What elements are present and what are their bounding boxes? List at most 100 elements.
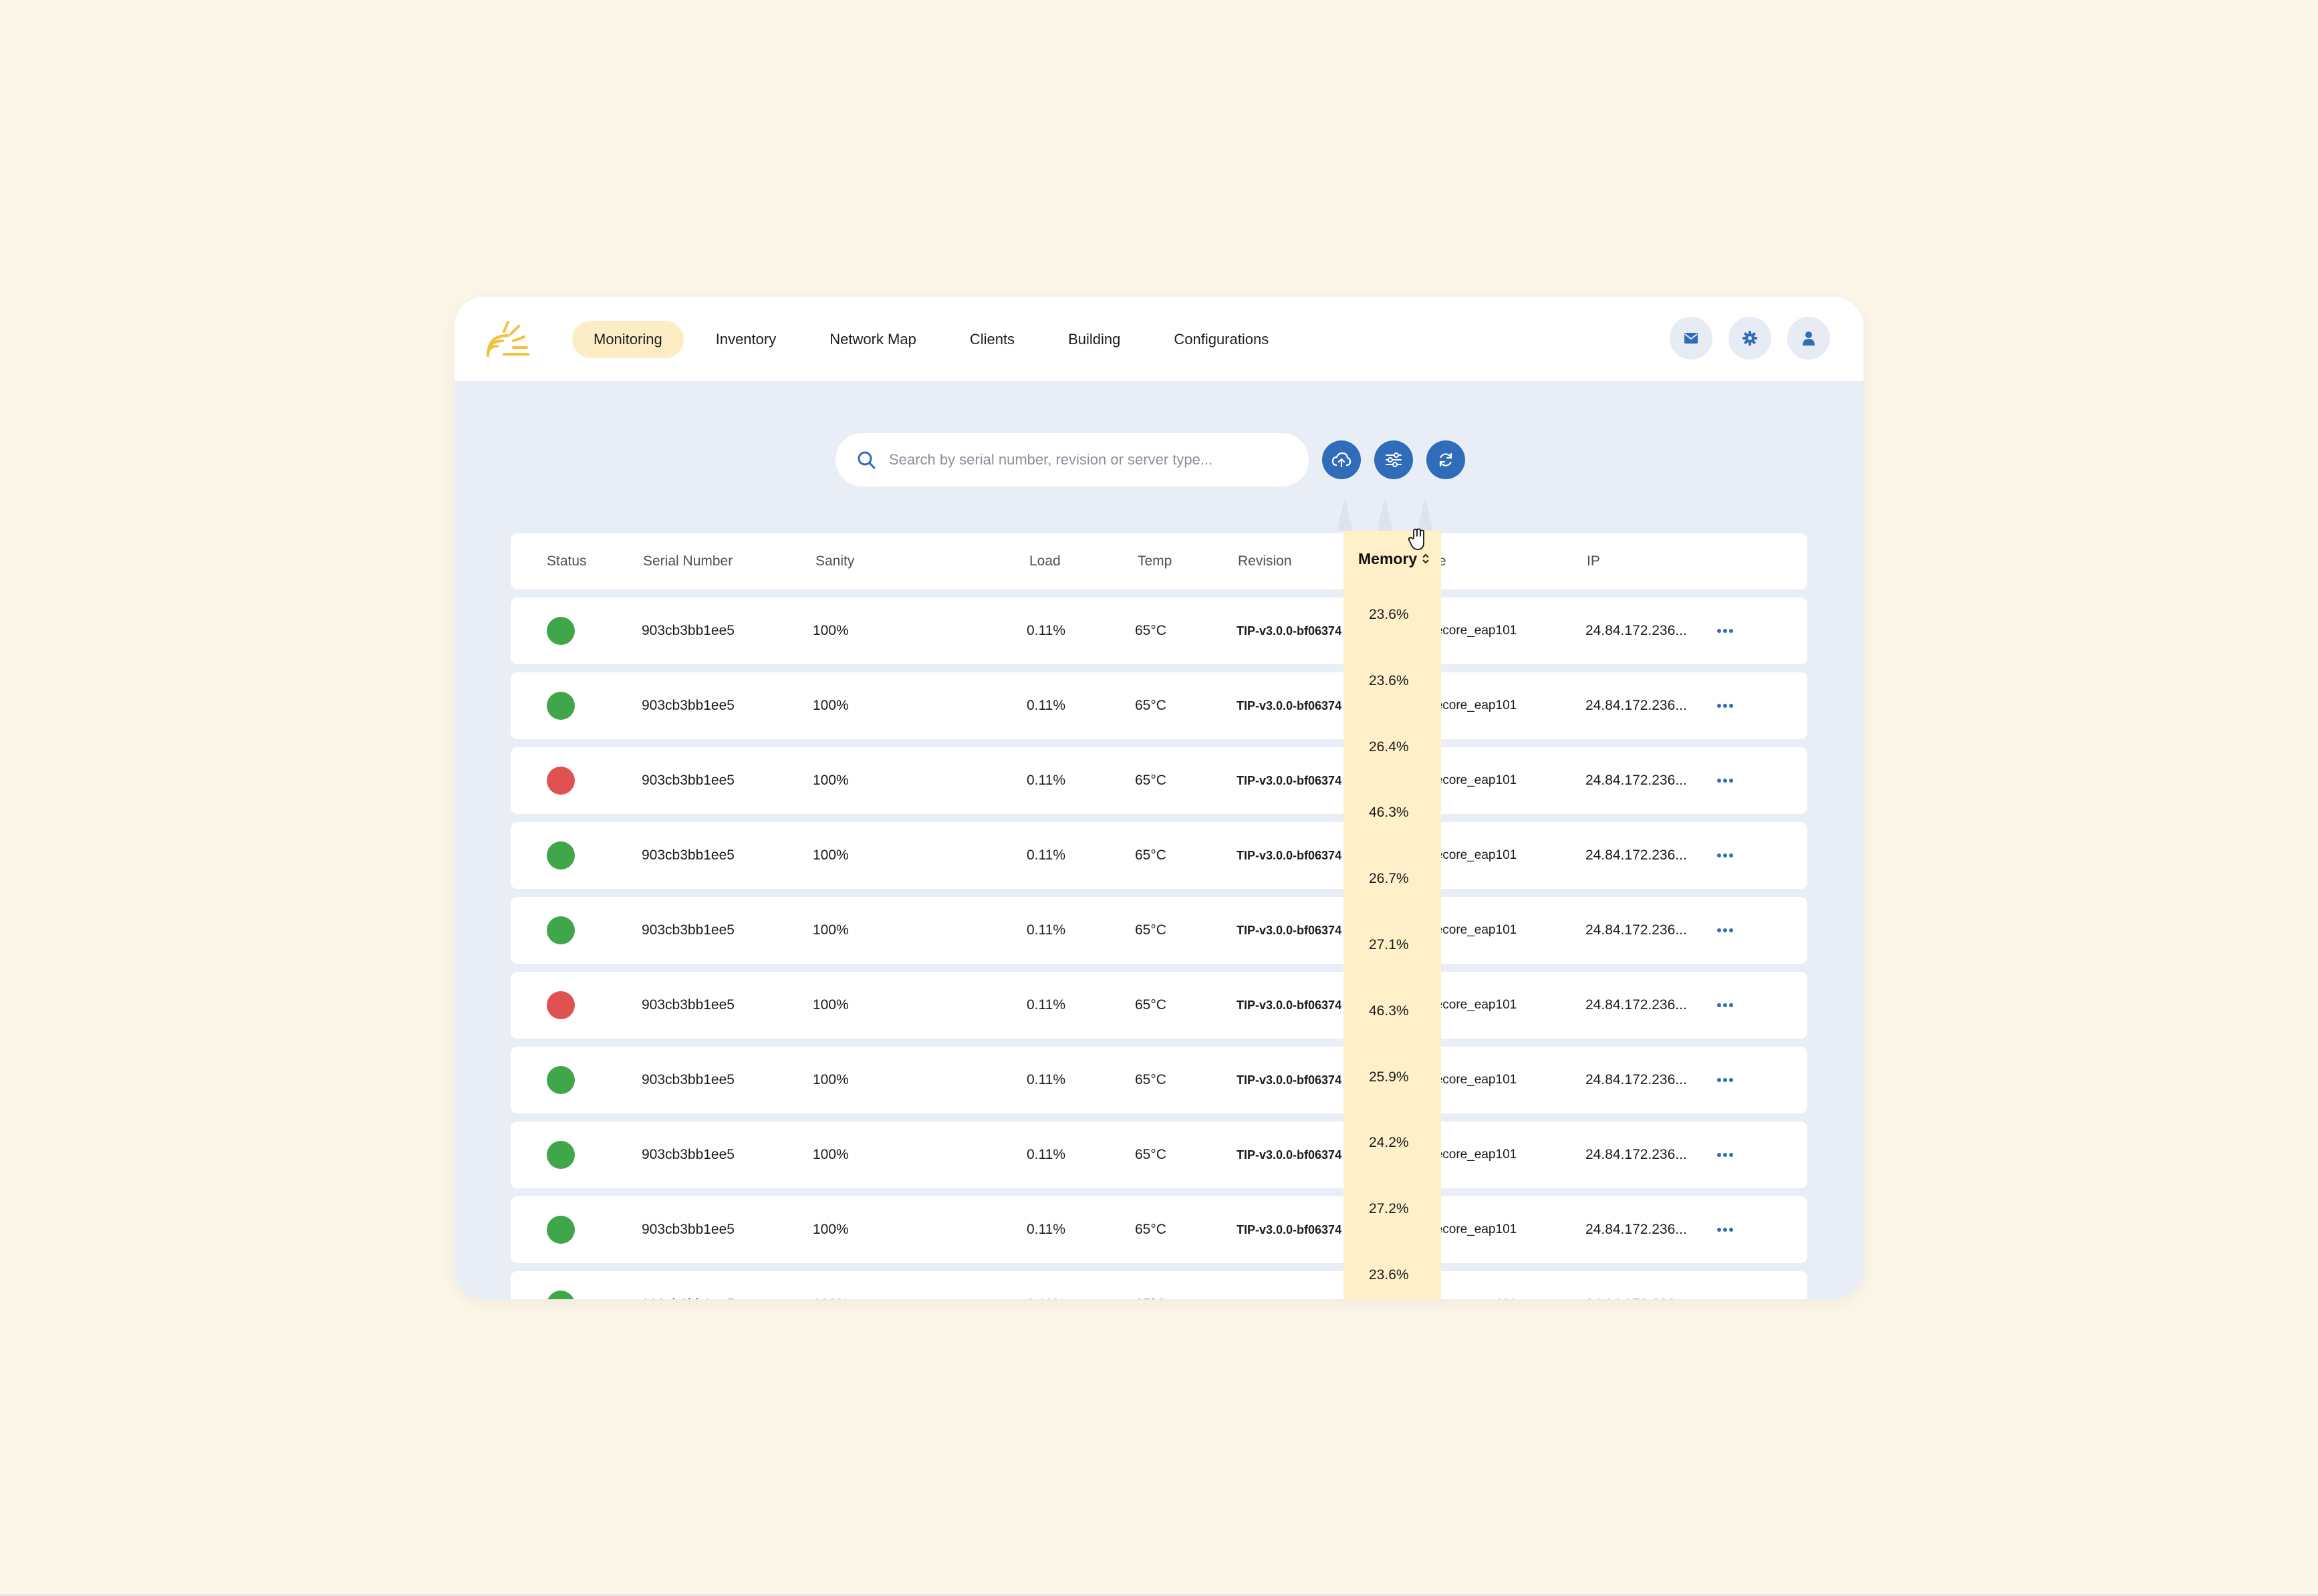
column-header-status[interactable]: Status	[547, 553, 587, 569]
revision-cell: TIP-v3.0.0-bf06374	[1237, 624, 1342, 638]
memory-header-label: Memory	[1358, 549, 1418, 567]
revision-cell: TIP-v3.0.0-bf06374	[1237, 923, 1342, 937]
top-navigation-bar: Monitoring Inventory Network Map Clients…	[455, 297, 1863, 381]
column-header-memory[interactable]: Memory	[1358, 531, 1430, 587]
more-dots-icon	[1717, 1153, 1733, 1157]
revision-cell: TIP-v3.0.0-bf06374	[1237, 998, 1342, 1012]
column-header-revision[interactable]: Revision	[1238, 553, 1292, 569]
app-window: Monitoring Inventory Network Map Clients…	[455, 297, 1863, 1299]
profile-button[interactable]	[1787, 317, 1830, 360]
table-row[interactable]: 903cb3bb1ee5 100% 0.11% 65°C TIP-v3.0.0-bf06…	[511, 972, 1807, 1039]
memory-value: 23.6%	[1369, 672, 1409, 688]
refresh-button[interactable]	[1426, 440, 1465, 479]
memory-value: 23.6%	[1369, 1267, 1409, 1283]
memory-value: 27.2%	[1369, 1201, 1409, 1217]
status-dot-online	[547, 617, 575, 645]
temp-cell: 65°C	[1135, 1072, 1166, 1087]
row-actions-button[interactable]	[1716, 672, 1734, 739]
search-field[interactable]	[835, 433, 1309, 487]
table-row[interactable]: 903cb3bb1ee5 100% 0.11% 65°C TIP-v3.0.0-bf06…	[511, 747, 1807, 814]
table-row[interactable]: 903cb3bb1ee5 100% 0.11% 65°C TIP-v3.0.0-bf06…	[511, 822, 1807, 889]
ip-cell: 24.84.172.236...	[1585, 997, 1687, 1013]
cloud-upload-icon	[1331, 452, 1351, 468]
row-actions-button[interactable]	[1716, 897, 1734, 964]
serial-cell: 903cb3bb1ee5	[642, 623, 735, 638]
row-actions-button[interactable]	[1716, 747, 1734, 814]
load-cell: 0.11%	[1027, 1222, 1065, 1237]
memory-value: 27.1%	[1369, 937, 1409, 952]
table-row[interactable]: 903cb3bb1ee5 100% 0.11% 65°C TIP-v3.0.0-bf06…	[511, 1121, 1807, 1188]
column-header-ip[interactable]: IP	[1587, 553, 1600, 569]
row-actions-button[interactable]	[1716, 972, 1734, 1039]
revision-cell: TIP-v3.0.0-bf06374	[1237, 1271, 1341, 1300]
memory-value: 46.3%	[1369, 805, 1409, 821]
nav-building[interactable]: Building	[1068, 331, 1121, 348]
revision-cell: TIP-v3.0.0-bf06374	[1237, 1222, 1342, 1236]
column-header-serial[interactable]: Serial Number	[643, 553, 733, 569]
ip-cell: 24.84.172.236...	[1585, 623, 1687, 638]
column-header-load[interactable]: Load	[1029, 553, 1061, 569]
nav-network-map[interactable]: Network Map	[829, 331, 916, 348]
status-dot-offline	[547, 991, 575, 1019]
status-cell	[547, 747, 575, 814]
sanity-cell: 100%	[813, 623, 849, 638]
more-dots-icon	[1717, 704, 1733, 708]
status-dot-online	[547, 916, 575, 944]
gear-icon	[1743, 331, 1757, 346]
memory-value: 26.4%	[1369, 739, 1409, 755]
nav-inventory[interactable]: Inventory	[715, 331, 777, 348]
page-bottom-rule	[0, 1594, 2318, 1596]
ip-cell: 24.84.172.236...	[1585, 773, 1687, 788]
table-row[interactable]: 903cb3bb1ee5 100% 0.11% 65°C TIP-v3.0.0-bf06…	[511, 1047, 1807, 1113]
table-row[interactable]: 903cb3bb1ee5 100% 0.11% 65°C TIP-v3.0.0-bf06…	[511, 1271, 1807, 1299]
messages-button[interactable]	[1670, 317, 1712, 360]
revision-cell: TIP-v3.0.0-bf06374	[1237, 848, 1342, 862]
sanity-cell: 100%	[813, 997, 849, 1013]
status-cell	[547, 822, 575, 889]
sanity-cell: 100%	[813, 1222, 849, 1237]
temp-cell: 65°C	[1135, 1222, 1166, 1237]
status-cell	[547, 672, 575, 739]
user-icon	[1803, 331, 1815, 346]
row-actions-button[interactable]	[1716, 822, 1734, 889]
load-cell: 0.11%	[1027, 847, 1065, 863]
table-header: Status Serial Number Sanity Load Temp Re…	[511, 533, 1807, 589]
upload-button[interactable]	[1322, 440, 1361, 479]
memory-column-dragging[interactable]: Memory 23.6% 23.6% 26.4% 46.3% 26.7% 27.1% 46.…	[1343, 531, 1441, 1299]
table-row[interactable]: 903cb3bb1ee5 100% 0.11% 65°C TIP-v3.0.0-bf06…	[511, 597, 1807, 664]
settings-button[interactable]	[1728, 317, 1771, 360]
status-cell	[547, 597, 575, 664]
row-actions-button[interactable]	[1716, 1047, 1734, 1113]
temp-cell: 65°C	[1135, 623, 1166, 638]
temp-cell: 65°C	[1135, 847, 1166, 863]
search-input[interactable]	[888, 450, 1265, 469]
revision-cell: TIP-v3.0.0-bf06374	[1237, 1148, 1342, 1162]
table-row[interactable]: 903cb3bb1ee5 100% 0.11% 65°C TIP-v3.0.0-bf06…	[511, 672, 1807, 739]
table-row[interactable]: 903cb3bb1ee5 100% 0.11% 65°C TIP-v3.0.0-bf06…	[511, 1196, 1807, 1263]
drag-ghost-icons	[1337, 497, 1433, 531]
row-actions-button[interactable]	[1716, 597, 1734, 664]
row-actions-button[interactable]	[1716, 1121, 1734, 1188]
table-row[interactable]: 903cb3bb1ee5 100% 0.11% 65°C TIP-v3.0.0-bf06…	[511, 897, 1807, 964]
ip-cell: 24.84.172.236...	[1585, 1072, 1687, 1087]
column-header-sanity[interactable]: Sanity	[815, 553, 855, 569]
ip-cell: 24.84.172.236...	[1585, 922, 1687, 938]
device-table: Status Serial Number Sanity Load Temp Re…	[511, 533, 1807, 1299]
row-actions-button[interactable]	[1716, 1196, 1734, 1263]
memory-value: 23.6%	[1369, 607, 1409, 622]
filter-button[interactable]	[1374, 440, 1413, 479]
sanity-cell: 100%	[813, 922, 849, 938]
nav-monitoring[interactable]: Monitoring	[572, 321, 684, 358]
more-dots-icon	[1717, 928, 1733, 932]
nav-configurations[interactable]: Configurations	[1174, 331, 1269, 348]
serial-cell: 903cb3bb1ee5	[642, 1147, 735, 1162]
mail-icon	[1684, 333, 1698, 344]
sanity-cell: 100%	[813, 1147, 849, 1162]
more-dots-icon	[1717, 779, 1733, 783]
status-dot-online	[547, 1066, 575, 1094]
status-dot-online	[547, 1141, 575, 1169]
column-header-temp[interactable]: Temp	[1138, 553, 1172, 569]
nav-clients[interactable]: Clients	[969, 331, 1015, 348]
serial-cell: 903cb3bb1ee5	[642, 1271, 735, 1299]
row-actions-button[interactable]	[1716, 1271, 1734, 1299]
